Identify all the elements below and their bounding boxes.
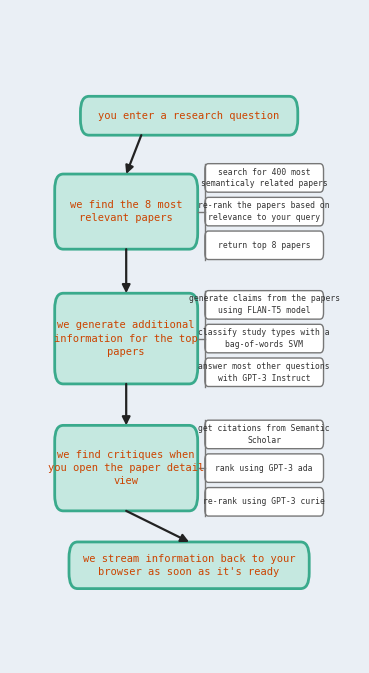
Text: answer most other questions
with GPT-3 Instruct: answer most other questions with GPT-3 I…: [199, 362, 330, 383]
FancyBboxPatch shape: [205, 231, 324, 260]
Text: generate claims from the papers
using FLAN-T5 model: generate claims from the papers using FL…: [189, 295, 340, 315]
Text: we find critiques when
you open the paper detail
view: we find critiques when you open the pape…: [48, 450, 204, 487]
Text: get citations from Semantic
Scholar: get citations from Semantic Scholar: [199, 424, 330, 445]
Text: search for 400 most
semanticaly related papers: search for 400 most semanticaly related …: [201, 168, 328, 188]
Text: rank using GPT-3 ada: rank using GPT-3 ada: [215, 464, 313, 472]
FancyBboxPatch shape: [80, 96, 298, 135]
FancyBboxPatch shape: [205, 454, 324, 483]
FancyBboxPatch shape: [205, 164, 324, 192]
FancyBboxPatch shape: [205, 324, 324, 353]
Text: return top 8 papers: return top 8 papers: [218, 241, 310, 250]
FancyBboxPatch shape: [69, 542, 309, 589]
FancyBboxPatch shape: [205, 487, 324, 516]
FancyBboxPatch shape: [205, 197, 324, 226]
Text: we stream information back to your
browser as soon as it's ready: we stream information back to your brows…: [83, 554, 295, 577]
FancyBboxPatch shape: [205, 291, 324, 319]
FancyBboxPatch shape: [55, 174, 198, 249]
FancyBboxPatch shape: [205, 358, 324, 386]
Text: we generate additional
information for the top
papers: we generate additional information for t…: [54, 320, 198, 357]
Text: you enter a research question: you enter a research question: [99, 111, 280, 120]
Text: re-rank using GPT-3 curie: re-rank using GPT-3 curie: [203, 497, 325, 506]
Text: we find the 8 most
relevant papers: we find the 8 most relevant papers: [70, 200, 182, 223]
FancyBboxPatch shape: [55, 293, 198, 384]
Text: classify study types with a
bag-of-words SVM: classify study types with a bag-of-words…: [199, 328, 330, 349]
Text: re-rank the papers based on
relevance to your query: re-rank the papers based on relevance to…: [199, 201, 330, 222]
FancyBboxPatch shape: [205, 420, 324, 449]
FancyBboxPatch shape: [55, 425, 198, 511]
